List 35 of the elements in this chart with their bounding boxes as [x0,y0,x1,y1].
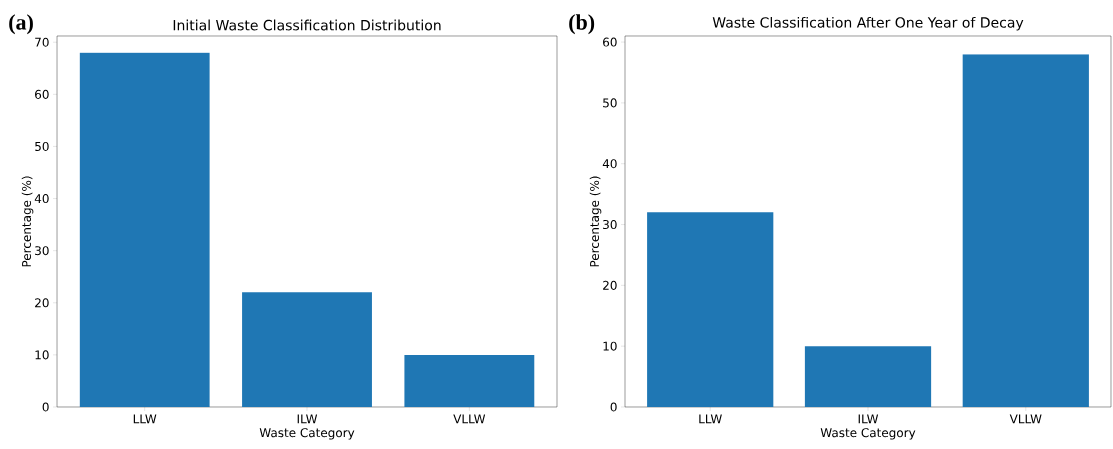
x-tick-label: VLLW [1009,414,1042,424]
x-tick-label: LLW [699,414,722,424]
y-axis-title: Percentage (%) [589,176,602,267]
x-axis-title: Waste Category [820,428,916,440]
x-tick-label: ILW [297,414,318,424]
y-tick-label: 30 [603,219,617,230]
y-tick-label: 30 [35,246,49,256]
x-tick-label: ILW [858,414,879,424]
y-tick-label: 10 [35,350,49,360]
bar [962,54,1089,407]
y-tick-label: 40 [34,194,49,204]
y-tick-label: 0 [610,402,617,412]
bar [404,354,535,407]
y-tick-label: 0 [42,402,49,412]
bar [79,52,210,407]
chart-title: Waste Classification After One Year of Decay [712,16,1024,31]
text: (b) [569,14,595,35]
x-axis-title: Waste Category [259,428,355,440]
text: (a) [9,14,33,35]
y-tick-label: 50 [603,98,617,108]
y-tick-label: 10 [603,341,617,351]
x-tick-label: LLW [133,414,157,424]
bar [242,292,372,407]
y-tick-label: 20 [35,298,49,308]
bar [647,212,774,407]
y-tick-label: 60 [603,37,617,47]
chart-title: Initial Waste Classification Distribution [173,19,441,31]
y-tick-label: 20 [603,280,617,290]
y-tick-label: 70 [35,37,49,47]
y-tick-label: 50 [35,141,49,151]
bar [804,346,932,407]
x-tick-label: VLLW [453,414,486,424]
y-tick-label: 40 [602,159,617,169]
y-tick-label: 60 [35,89,49,99]
y-axis-title: Percentage (%) [21,176,34,267]
